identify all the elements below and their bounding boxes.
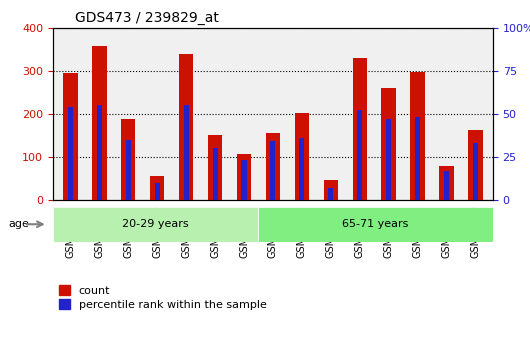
Bar: [357, 110, 363, 200]
Bar: [324, 180, 338, 200]
Bar: [415, 117, 420, 200]
Text: 65-71 years: 65-71 years: [342, 219, 409, 229]
Bar: [444, 171, 449, 200]
Bar: [92, 46, 107, 200]
Bar: [386, 119, 391, 200]
Bar: [63, 73, 77, 200]
Legend: count, percentile rank within the sample: count, percentile rank within the sample: [58, 285, 267, 310]
FancyBboxPatch shape: [258, 207, 493, 242]
Bar: [439, 166, 454, 200]
Bar: [97, 105, 102, 200]
Bar: [473, 143, 478, 200]
Bar: [295, 113, 309, 200]
Bar: [121, 119, 136, 200]
Bar: [352, 58, 367, 200]
Text: age: age: [8, 219, 29, 229]
Bar: [266, 133, 280, 200]
Text: GDS473 / 239829_at: GDS473 / 239829_at: [75, 11, 219, 25]
Bar: [299, 138, 304, 200]
Bar: [410, 72, 425, 200]
Bar: [328, 188, 333, 200]
Bar: [270, 141, 276, 200]
Bar: [155, 183, 160, 200]
Bar: [469, 130, 483, 200]
Text: 20-29 years: 20-29 years: [122, 219, 189, 229]
Bar: [382, 88, 396, 200]
Bar: [179, 55, 193, 200]
Bar: [68, 107, 73, 200]
Bar: [237, 154, 251, 200]
Bar: [183, 105, 189, 200]
Bar: [213, 148, 218, 200]
Bar: [150, 176, 164, 200]
FancyBboxPatch shape: [53, 207, 258, 242]
Bar: [208, 135, 222, 200]
Bar: [242, 160, 246, 200]
Bar: [126, 140, 131, 200]
